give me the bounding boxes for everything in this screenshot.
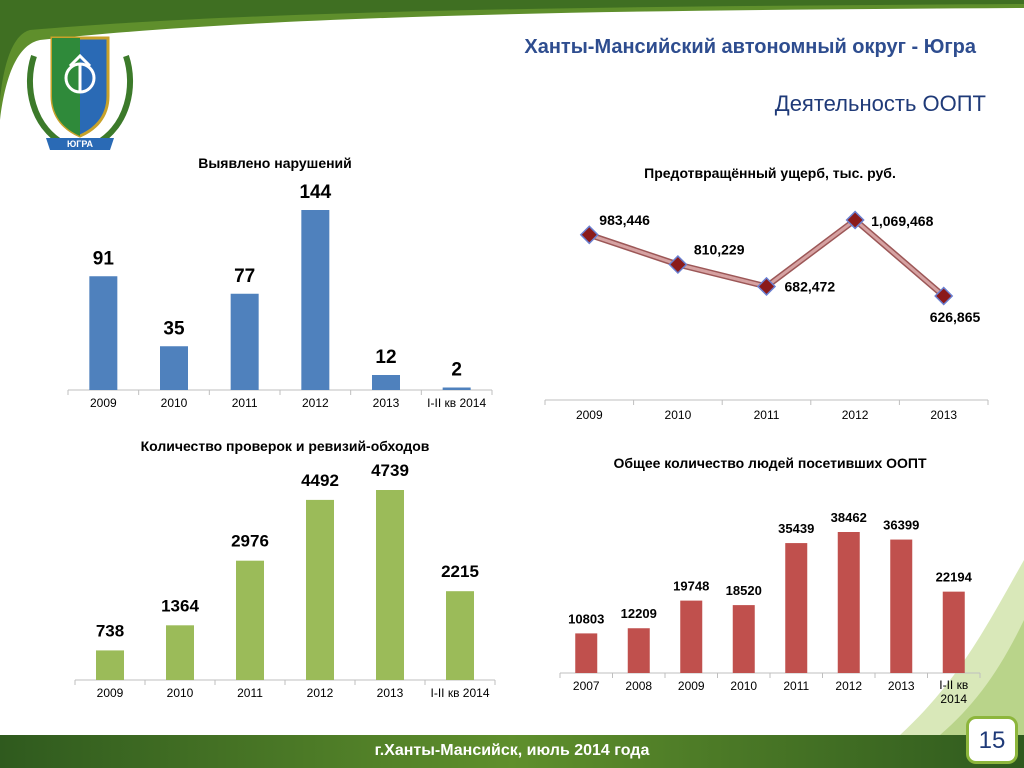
bar — [680, 600, 703, 673]
x-tick-label: 2008 — [625, 679, 652, 693]
data-label: 77 — [234, 266, 255, 287]
bar — [627, 628, 650, 673]
bar — [442, 387, 471, 390]
data-label: 810,229 — [694, 242, 745, 258]
data-label: 19748 — [673, 579, 709, 594]
bar — [160, 346, 188, 390]
data-label: 2976 — [231, 532, 269, 551]
chart-title-violations: Выявлено нарушений — [198, 155, 352, 171]
page-number-badge — [966, 716, 1018, 764]
bar — [446, 591, 474, 680]
page-subtitle: Деятельность ООПТ — [774, 91, 986, 116]
bar — [166, 625, 194, 680]
data-label: 4492 — [301, 471, 339, 490]
bar — [890, 539, 913, 673]
data-point — [756, 276, 777, 296]
data-point — [934, 286, 954, 306]
emblem-text: ЮГРА — [67, 139, 94, 149]
x-tick-label: 2014 — [940, 692, 967, 706]
data-point — [845, 210, 865, 230]
x-tick-label: 2013 — [930, 408, 957, 422]
x-tick-label: 2010 — [161, 396, 188, 410]
x-tick-label: 2012 — [842, 408, 869, 422]
chart-title-visitors: Общее количество людей посетивших ООПТ — [613, 455, 927, 471]
bar — [942, 591, 965, 673]
x-tick-label: 2009 — [576, 408, 603, 422]
x-tick-label: 2007 — [573, 679, 600, 693]
bar — [96, 650, 124, 680]
x-tick-label: 2013 — [377, 686, 404, 700]
data-label: 91 — [93, 248, 115, 269]
x-tick-label: 2013 — [888, 679, 915, 693]
x-tick-label: 2011 — [232, 396, 258, 410]
data-label: 1,069,468 — [871, 213, 933, 229]
x-tick-label: 2009 — [97, 686, 124, 700]
data-label: 10803 — [568, 611, 604, 626]
x-tick-label: 2011 — [783, 679, 809, 693]
bar — [837, 532, 860, 673]
footer-bar — [0, 735, 1024, 768]
x-tick-label: 2012 — [302, 396, 329, 410]
x-tick-label: 2010 — [665, 408, 692, 422]
x-tick-label: 2009 — [90, 396, 117, 410]
bar — [575, 633, 598, 673]
data-label: 12209 — [621, 606, 657, 621]
x-tick-label: I-II кв 2014 — [427, 396, 486, 410]
data-label: 2215 — [441, 562, 479, 581]
data-label: 144 — [299, 182, 331, 203]
bar — [306, 499, 334, 680]
x-tick-label: 2012 — [835, 679, 862, 693]
x-tick-label: 2011 — [237, 686, 263, 700]
x-tick-label: 2009 — [678, 679, 705, 693]
bar — [236, 560, 264, 680]
data-label: 983,446 — [599, 212, 650, 228]
data-point — [668, 254, 688, 275]
data-label: 35 — [163, 318, 185, 339]
chart-title-damage: Предотвращённый ущерб, тыс. руб. — [644, 165, 896, 181]
bar — [89, 276, 118, 390]
x-tick-label: I-II кв 2014 — [431, 686, 490, 700]
page-title: Ханты-Мансийский автономный округ - Югра — [524, 36, 976, 58]
x-tick-label: 2010 — [730, 679, 757, 693]
data-label: 626,865 — [930, 309, 981, 325]
bar — [785, 543, 808, 673]
bar — [376, 490, 404, 680]
bar — [301, 210, 330, 390]
data-label: 738 — [96, 621, 124, 640]
data-label: 18520 — [726, 583, 762, 598]
x-tick-label: 2012 — [307, 686, 334, 700]
data-label: 2 — [451, 360, 462, 381]
chart-title-inspections: Количество проверок и ревизий-обходов — [140, 438, 430, 454]
footer-text: г.Ханты-Мансийск, июль 2014 года — [374, 742, 650, 759]
coat-of-arms-emblem: ЮГРА — [26, 36, 134, 150]
x-tick-label: I-II кв — [939, 678, 968, 692]
data-label: 38462 — [831, 510, 867, 525]
data-label: 12 — [375, 347, 396, 368]
data-label: 36399 — [883, 518, 919, 533]
data-label: 22194 — [936, 570, 973, 585]
data-label: 1364 — [161, 596, 199, 615]
x-tick-label: 2010 — [167, 686, 194, 700]
x-tick-label: 2013 — [373, 396, 400, 410]
data-label: 682,472 — [785, 278, 836, 294]
page-number: 15 — [978, 727, 1006, 754]
x-tick-label: 2011 — [754, 408, 780, 422]
data-label: 4739 — [371, 461, 409, 480]
bar — [732, 605, 755, 673]
data-label: 35439 — [778, 521, 814, 536]
bar — [230, 293, 259, 390]
bar — [372, 375, 400, 390]
data-point — [579, 225, 599, 245]
